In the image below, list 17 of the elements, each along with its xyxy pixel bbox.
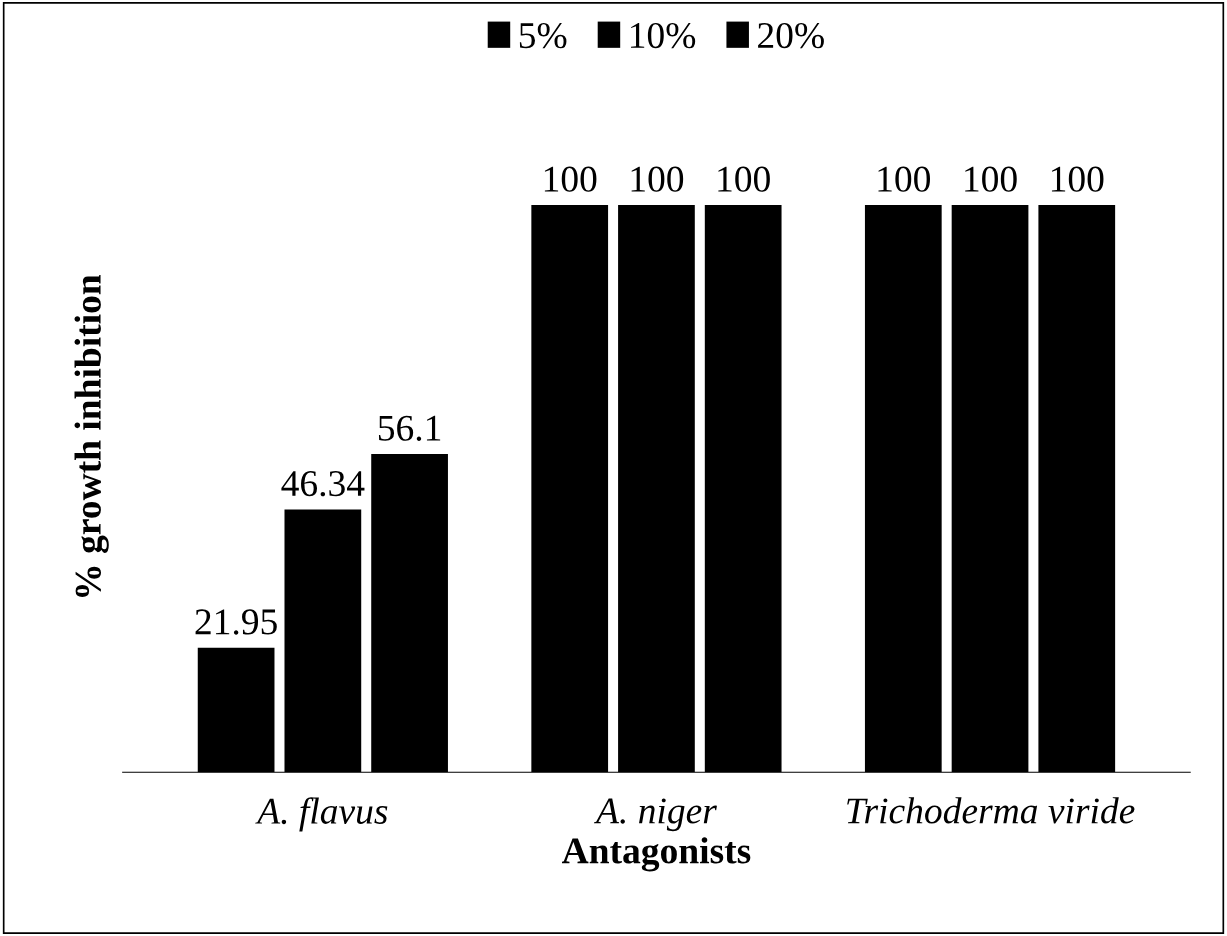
data-label: 46.34 — [281, 471, 365, 497]
data-label: 100 — [544, 166, 597, 192]
legend-label: 10% — [631, 22, 696, 49]
x-tick-label: A. flavus — [255, 797, 388, 832]
x-axis-title: Antagonists — [562, 837, 751, 872]
data-label: 21.95 — [195, 609, 277, 635]
data-label: 100 — [1051, 166, 1104, 192]
data-label: 100 — [878, 166, 930, 192]
x-tick-label: A. niger — [593, 798, 717, 832]
data-label: 100 — [965, 166, 1017, 192]
data-label: 100 — [718, 166, 770, 192]
y-axis-title: % growth inhibition — [74, 274, 109, 597]
legend-label: 5% — [519, 22, 567, 49]
x-tick-label: Trichoderma viride — [847, 797, 1135, 824]
data-label: 56.1 — [378, 415, 441, 442]
legend-label: 20% — [758, 22, 824, 49]
data-label: 100 — [631, 166, 684, 192]
